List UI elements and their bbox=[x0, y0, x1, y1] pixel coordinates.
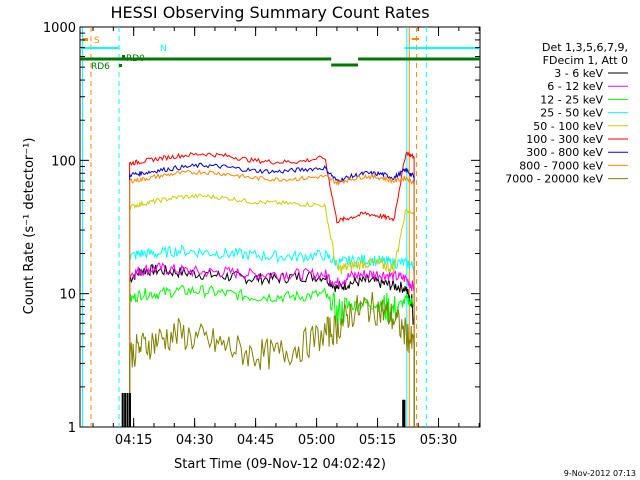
x-axis-label: Start Time (09-Nov-12 04:02:42) bbox=[174, 457, 386, 472]
x-tick-label: 05:30 bbox=[420, 433, 457, 448]
legend-entry-7: 300 - 800 keV bbox=[526, 146, 603, 159]
flag-label-s: S bbox=[94, 36, 100, 46]
series-line-6 bbox=[129, 151, 415, 427]
y-tick-label: 1 bbox=[68, 421, 76, 436]
chart-title: HESSI Observing Summary Count Rates bbox=[110, 3, 429, 22]
legend: Det 1,3,5,6,7,9,FDecim 1, Att 03 - 6 keV… bbox=[505, 41, 628, 186]
x-tick-label: 04:45 bbox=[237, 433, 274, 448]
axis-layer: 1 10 100 1000 04:15 04:30 04:45 05:00 05:15 05:30 bbox=[43, 21, 480, 448]
flag-label-rd0: RD0 bbox=[126, 54, 145, 64]
y-tick-label: 100 bbox=[51, 154, 76, 169]
flag-label-rd6: RD6 bbox=[91, 62, 110, 72]
saa-marker bbox=[83, 38, 88, 41]
legend-entry-2: 6 - 12 keV bbox=[547, 80, 603, 93]
x-tick-label: 05:15 bbox=[359, 433, 396, 448]
legend-entry-9: 7000 - 20000 keV bbox=[505, 173, 603, 186]
legend-header-line: Det 1,3,5,6,7,9, bbox=[542, 41, 628, 54]
series-layer bbox=[121, 151, 415, 427]
series-line-8 bbox=[129, 169, 415, 427]
series-line-7 bbox=[129, 162, 415, 427]
y-axis-label: Count Rate (s⁻¹ detector⁻¹) bbox=[22, 138, 37, 315]
legend-entry-1: 3 - 6 keV bbox=[554, 67, 603, 80]
plot-frame bbox=[79, 26, 481, 428]
series-line-2 bbox=[129, 262, 415, 427]
series-line-9 bbox=[129, 292, 415, 427]
flag-layer: S N RD6 RD0 bbox=[80, 27, 480, 427]
y-tick-label: 1000 bbox=[43, 21, 76, 36]
legend-entry-5: 50 - 100 keV bbox=[533, 120, 603, 133]
series-line-3 bbox=[129, 284, 415, 427]
rd-dot bbox=[122, 55, 125, 58]
flag-label-n: N bbox=[160, 44, 167, 54]
legend-entry-8: 800 - 7000 keV bbox=[519, 159, 603, 172]
series-line-5 bbox=[129, 193, 415, 427]
legend-entry-6: 100 - 300 keV bbox=[526, 133, 603, 146]
legend-entry-3: 12 - 25 keV bbox=[540, 93, 603, 106]
x-tick-label: 04:15 bbox=[115, 433, 152, 448]
x-tick-label: 05:00 bbox=[298, 433, 335, 448]
footer-timestamp: 9-Nov-2012 07:13 bbox=[564, 469, 636, 478]
legend-header-line: FDecim 1, Att 0 bbox=[543, 54, 628, 67]
rd-dot bbox=[119, 64, 122, 67]
y-tick-label: 10 bbox=[59, 288, 76, 303]
series-line-1 bbox=[129, 264, 415, 427]
series-line-4 bbox=[129, 244, 415, 427]
x-tick-label: 04:30 bbox=[176, 433, 213, 448]
legend-entry-4: 25 - 50 keV bbox=[540, 107, 603, 120]
